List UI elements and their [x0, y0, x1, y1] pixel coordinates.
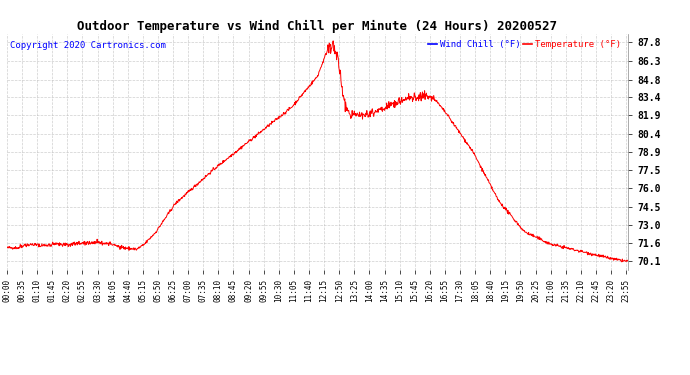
- Legend: Wind Chill (°F), Temperature (°F): Wind Chill (°F), Temperature (°F): [425, 36, 625, 52]
- Text: Copyright 2020 Cartronics.com: Copyright 2020 Cartronics.com: [10, 41, 166, 50]
- Title: Outdoor Temperature vs Wind Chill per Minute (24 Hours) 20200527: Outdoor Temperature vs Wind Chill per Mi…: [77, 20, 558, 33]
